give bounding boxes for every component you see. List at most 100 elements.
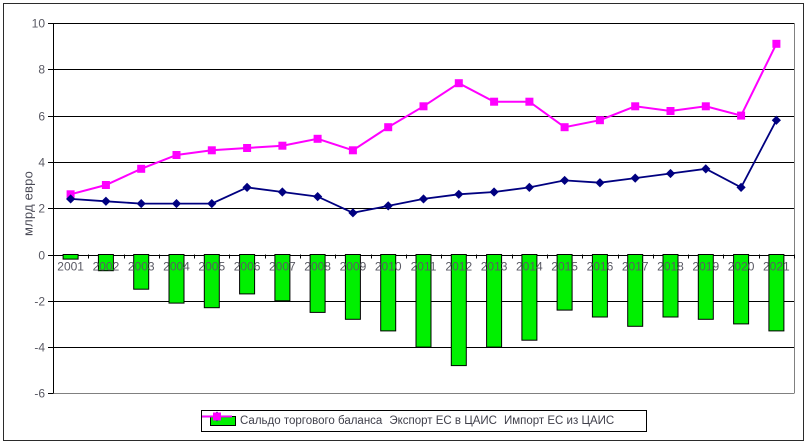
import-marker-2005 bbox=[207, 146, 216, 155]
legend-label-import: Импорт ЕС из ЦАИС bbox=[503, 415, 615, 427]
bar-2015 bbox=[556, 254, 573, 311]
import-marker-2011 bbox=[419, 102, 428, 111]
bar-2018 bbox=[662, 254, 679, 318]
y-axis-labels: 10 8 6 4 2 0 -2 -4 -6 bbox=[32, 17, 46, 401]
import-marker-2007 bbox=[278, 141, 287, 150]
export-marker-2003 bbox=[136, 198, 146, 209]
import-marker-2017 bbox=[631, 102, 640, 111]
bar-2008 bbox=[309, 254, 326, 313]
legend-label-balance: Сальдо торгового баланса bbox=[240, 415, 383, 427]
export-marker-2014 bbox=[524, 182, 534, 192]
year-label-2021: 2021 bbox=[763, 260, 790, 274]
import-marker-2010 bbox=[384, 123, 393, 132]
y-tick-label: -2 bbox=[34, 295, 45, 309]
y-tick-label: -6 bbox=[34, 387, 45, 401]
legend: Сальдо торгового баланса Экспорт ЕС в ЦА… bbox=[201, 410, 647, 432]
year-label-2018: 2018 bbox=[657, 260, 684, 274]
import-marker-2012 bbox=[454, 79, 463, 88]
export-marker-2015 bbox=[560, 175, 570, 186]
year-label-2011: 2011 bbox=[411, 260, 437, 274]
export-marker-2012 bbox=[454, 189, 464, 199]
import-marker-2008 bbox=[313, 134, 322, 143]
import-marker-2015 bbox=[560, 123, 569, 132]
year-label-2002: 2002 bbox=[93, 260, 120, 274]
y-tick-label: 0 bbox=[38, 249, 45, 263]
import-marker-2016 bbox=[595, 116, 604, 125]
y-tick-label: 6 bbox=[38, 110, 45, 124]
import-marker-2021 bbox=[772, 39, 781, 48]
bar-2001 bbox=[62, 254, 79, 260]
export-marker-2010 bbox=[383, 201, 393, 211]
legend-item-balance: Сальдо торгового баланса bbox=[210, 415, 382, 427]
y-axis-title: млрд евро bbox=[20, 170, 36, 237]
year-label-2013: 2013 bbox=[481, 260, 508, 274]
import-marker-2004 bbox=[172, 151, 181, 159]
bar-2017 bbox=[627, 254, 644, 327]
bar-2019 bbox=[697, 254, 714, 320]
chart-figure: 2001 2002 2003 2004 2005 2006 2007 2008 2009 2010… bbox=[3, 3, 804, 441]
export-marker-2019 bbox=[701, 164, 711, 174]
bar-2010 bbox=[380, 254, 397, 332]
export-marker-2017 bbox=[630, 173, 640, 183]
chart-plot-area: 2001 2002 2003 2004 2005 2006 2007 2008 2009 2010… bbox=[32, 17, 795, 401]
export-marker-2009 bbox=[348, 208, 358, 218]
bar-2020 bbox=[733, 254, 750, 325]
axes bbox=[48, 23, 795, 394]
year-label-2004: 2004 bbox=[163, 260, 190, 274]
year-label-2010: 2010 bbox=[375, 260, 402, 274]
year-label-2014: 2014 bbox=[516, 260, 543, 274]
x-axis-labels: 2001 2002 2003 2004 2005 2006 2007 2008 2009 2010… bbox=[57, 260, 790, 274]
export-marker-2020 bbox=[736, 182, 746, 192]
import-line-series bbox=[66, 39, 781, 199]
import-marker-2003 bbox=[137, 164, 146, 173]
legend-marker-import-line-square bbox=[202, 412, 232, 421]
export-marker-2011 bbox=[418, 194, 429, 204]
legend-item-import: Импорт ЕС из ЦАИС bbox=[202, 412, 615, 427]
bar-2012 bbox=[450, 254, 467, 367]
y-tick-label: 2 bbox=[38, 202, 45, 216]
import-marker-2020 bbox=[737, 111, 746, 120]
bar-2014 bbox=[521, 254, 538, 341]
export-marker-2001 bbox=[66, 194, 76, 204]
import-marker-2014 bbox=[525, 97, 534, 106]
year-label-2020: 2020 bbox=[728, 260, 755, 274]
export-marker-2006 bbox=[242, 182, 252, 192]
year-label-2015: 2015 bbox=[551, 260, 578, 274]
bar-2005 bbox=[203, 254, 220, 309]
bar-2013 bbox=[486, 254, 503, 348]
bar-2004 bbox=[168, 254, 185, 304]
export-marker-2004 bbox=[171, 198, 182, 209]
year-label-2005: 2005 bbox=[198, 260, 225, 274]
bar-2011 bbox=[415, 254, 432, 348]
import-marker-2013 bbox=[490, 97, 499, 106]
import-marker-2019 bbox=[701, 102, 710, 111]
bar-2006 bbox=[239, 254, 256, 295]
bar-2003 bbox=[133, 254, 150, 290]
export-marker-2013 bbox=[489, 187, 499, 197]
year-label-2019: 2019 bbox=[692, 260, 719, 274]
import-marker-2006 bbox=[243, 144, 252, 152]
bar-2016 bbox=[591, 254, 608, 318]
year-label-2017: 2017 bbox=[622, 260, 649, 274]
year-label-2012: 2012 bbox=[445, 260, 472, 274]
year-label-2003: 2003 bbox=[128, 260, 155, 274]
export-line-series bbox=[66, 115, 781, 218]
legend-label-export: Экспорт ЕС в ЦАИС bbox=[389, 415, 497, 427]
legend-item-export: Экспорт ЕС в ЦАИС bbox=[202, 411, 497, 427]
import-marker-2018 bbox=[666, 107, 675, 115]
year-label-2008: 2008 bbox=[304, 260, 331, 274]
export-marker-2008 bbox=[313, 192, 323, 202]
year-label-2001: 2001 bbox=[57, 260, 84, 274]
year-label-2007: 2007 bbox=[269, 260, 296, 274]
export-marker-2016 bbox=[595, 178, 605, 188]
import-marker-2009 bbox=[348, 146, 357, 155]
y-tick-label: 10 bbox=[32, 17, 46, 31]
bar-2007 bbox=[274, 254, 291, 302]
balance-bars bbox=[62, 254, 785, 367]
year-label-2009: 2009 bbox=[340, 260, 367, 274]
import-marker-2001 bbox=[66, 190, 75, 199]
export-marker-2007 bbox=[277, 187, 287, 197]
bar-2002 bbox=[97, 254, 114, 272]
export-marker-2018 bbox=[665, 168, 676, 179]
export-marker-2002 bbox=[101, 196, 111, 206]
